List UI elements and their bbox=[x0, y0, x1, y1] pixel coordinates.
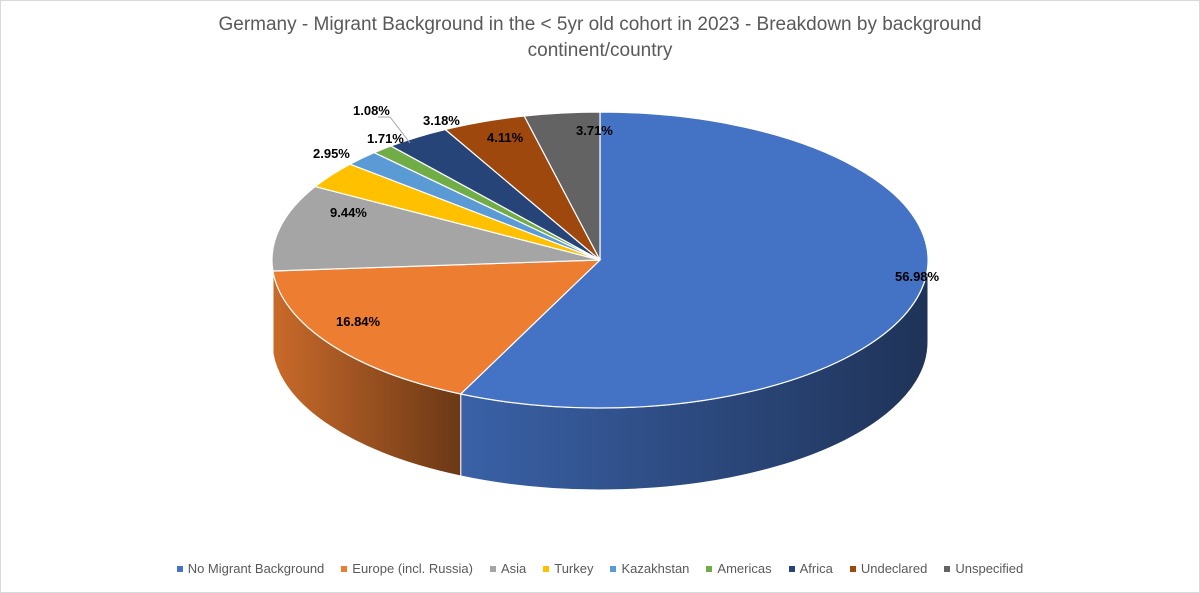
pie-slice-europe-incl-russia bbox=[272, 259, 602, 395]
legend-label: Africa bbox=[799, 561, 833, 576]
legend-item-asia: Asia bbox=[489, 561, 527, 576]
legend-item-unspecified: Unspecified bbox=[944, 561, 1023, 576]
pie-slice-no-migrant-background bbox=[459, 111, 929, 409]
chart-title-line-1: Germany - Migrant Background in the < 5y… bbox=[218, 14, 982, 35]
data-label-europe-incl-russia: 16.84% bbox=[336, 314, 381, 329]
data-label-turkey: 2.95% bbox=[313, 146, 350, 161]
data-label-unspecified: 3.71% bbox=[576, 123, 613, 138]
legend-item-turkey: Turkey bbox=[543, 561, 593, 576]
legend-swatch bbox=[706, 565, 713, 572]
legend-swatch bbox=[610, 565, 617, 572]
legend-label: Asia bbox=[500, 561, 527, 576]
data-label-undeclared: 4.11% bbox=[487, 130, 524, 145]
legend-swatch bbox=[543, 565, 550, 572]
pie-data-labels: 56.98% 16.84% 9.44% 2.95% 1.71% 1.08% 3.18% 4.1… bbox=[313, 103, 940, 329]
legend-label: Undeclared bbox=[860, 561, 928, 576]
data-label-africa: 3.18% bbox=[423, 113, 460, 128]
legend-item-africa: Africa bbox=[788, 561, 833, 576]
legend-swatch bbox=[489, 565, 496, 572]
legend-swatch bbox=[788, 565, 795, 572]
pie-slice-unspecified bbox=[523, 111, 601, 261]
data-label-no-migrant-background: 56.98% bbox=[895, 269, 940, 284]
legend-swatch bbox=[341, 565, 348, 572]
legend-label: Turkey bbox=[554, 561, 594, 576]
pie-side-asia bbox=[271, 259, 274, 354]
pie-top-faces bbox=[271, 111, 929, 409]
pie-slice-asia bbox=[271, 185, 601, 272]
chart-title: Germany - Migrant Background in the < 5y… bbox=[0, 12, 1200, 64]
legend-swatch bbox=[176, 565, 183, 572]
legend-swatch bbox=[944, 565, 951, 572]
chart-title-line-2: continent/country bbox=[527, 40, 673, 61]
legend-label: No Migrant Background bbox=[187, 561, 325, 576]
legend-item-undeclared: Undeclared bbox=[849, 561, 928, 576]
leader-line-americas bbox=[378, 116, 411, 144]
data-label-kazakhstan: 1.71% bbox=[367, 131, 404, 146]
legend-item-kazakhstan: Kazakhstan bbox=[610, 561, 689, 576]
data-label-americas: 1.08% bbox=[353, 103, 390, 118]
legend-item-no-migrant-background: No Migrant Background bbox=[176, 561, 325, 576]
legend-swatch bbox=[849, 565, 856, 572]
legend-label: Unspecified bbox=[955, 561, 1024, 576]
data-label-asia: 9.44% bbox=[330, 205, 367, 220]
legend-item-europe-incl-russia: Europe (incl. Russia) bbox=[341, 561, 473, 576]
legend-label: Americas bbox=[717, 561, 772, 576]
legend-label: Kazakhstan bbox=[621, 561, 690, 576]
chart-legend: No Migrant Background Europe (incl. Russi… bbox=[0, 561, 1200, 576]
legend-label: Europe (incl. Russia) bbox=[352, 561, 473, 576]
legend-item-americas: Americas bbox=[706, 561, 772, 576]
